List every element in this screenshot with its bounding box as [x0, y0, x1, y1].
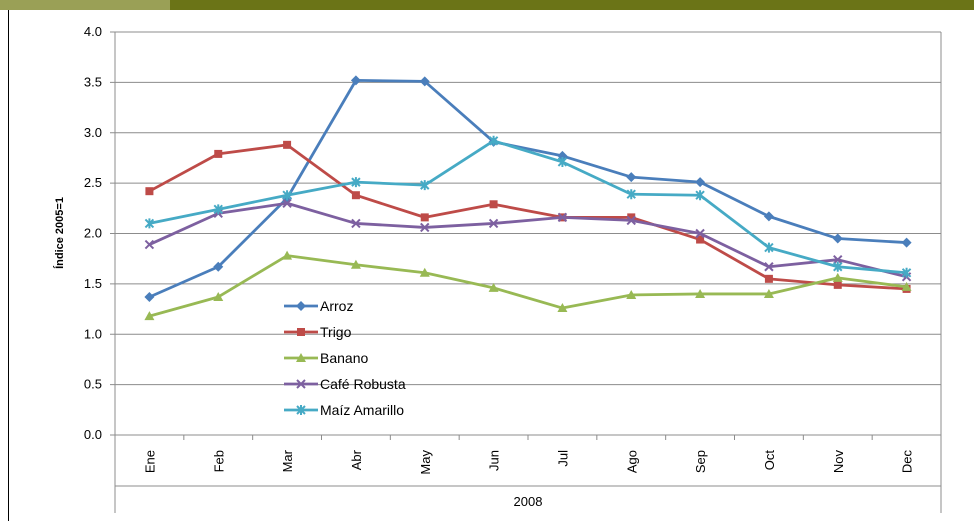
marker-square: [489, 200, 498, 209]
marker-star: [488, 135, 499, 146]
marker-star: [296, 405, 306, 415]
marker-x: [144, 239, 155, 250]
y-tick-label: 1.0: [84, 326, 102, 341]
header-bar-accent: [0, 0, 170, 10]
marker-star: [420, 180, 430, 191]
marker-diamond: [695, 177, 706, 188]
marker-x: [488, 218, 499, 229]
marker-x: [626, 215, 636, 226]
x-tick-label: Oct: [762, 450, 777, 471]
marker-star: [695, 190, 705, 201]
y-tick-label: 3.5: [84, 74, 102, 89]
marker-square: [283, 140, 292, 149]
marker-x: [557, 212, 568, 223]
legend-label: Maíz Amarillo: [320, 402, 404, 418]
axes: 0.0 0.5 1.0 1.5 2.0 2.5 3.0 3.5 4.0 Ene Feb Mar Abr M…: [84, 24, 942, 513]
x-tick-label: Nov: [831, 450, 846, 474]
x-tick-label: Mar: [280, 449, 295, 472]
marker-triangle: [419, 267, 430, 277]
marker-star: [833, 261, 843, 272]
marker-triangle: [296, 353, 306, 362]
x-axis-title: 2008: [514, 494, 543, 509]
marker-diamond: [626, 172, 637, 183]
marker-triangle: [282, 250, 293, 260]
grid-lines: [115, 31, 941, 436]
y-tick-label: 4.0: [84, 24, 102, 39]
marker-square: [420, 213, 429, 222]
series-line: [148, 143, 907, 291]
marker-diamond: [350, 75, 361, 86]
marker-triangle: [144, 311, 155, 321]
legend-label: Trigo: [320, 324, 352, 340]
marker-triangle: [557, 303, 568, 313]
y-tick-label: 2.5: [84, 175, 102, 190]
y-tick-label: 1.5: [84, 276, 102, 291]
marker-square: [145, 187, 154, 196]
y-tick-label: 0.0: [84, 427, 102, 442]
x-tick-label: Abr: [349, 449, 364, 470]
series-line: [148, 201, 907, 279]
marker-x: [764, 262, 774, 272]
marker-x: [282, 198, 292, 208]
x-tick-label: Ene: [142, 450, 157, 473]
marker-diamond: [296, 301, 306, 311]
series-line: [149, 139, 907, 275]
legend-label: Café Robusta: [320, 376, 406, 392]
marker-triangle: [626, 289, 637, 299]
y-tick-label: 3.0: [84, 125, 102, 140]
legend: Arroz Trigo Banano Café Robusta Maíz Amarill…: [284, 298, 406, 418]
marker-square: [764, 274, 773, 283]
y-tick-label: 2.0: [84, 226, 102, 241]
x-tick-label: May: [418, 450, 433, 475]
marker-triangle: [832, 272, 843, 282]
series-line: [148, 78, 907, 299]
x-tick-label: Jul: [555, 450, 570, 467]
marker-square: [214, 149, 223, 158]
left-border-line: [8, 10, 9, 521]
marker-triangle: [901, 281, 912, 291]
marker-square: [351, 191, 360, 200]
marker-star: [213, 204, 223, 215]
x-tick-label: Ago: [624, 450, 639, 473]
marker-diamond: [832, 233, 843, 244]
marker-square: [297, 328, 305, 336]
y-axis-title: Índice 2005=1: [53, 197, 66, 269]
marker-star: [351, 177, 361, 188]
x-tick-label: Sep: [693, 450, 708, 473]
marker-triangle: [763, 288, 774, 298]
x-tick-label: Jun: [487, 450, 502, 471]
marker-square: [833, 280, 842, 289]
series-lines: [144, 75, 912, 321]
marker-star: [626, 189, 636, 200]
marker-star: [144, 218, 155, 229]
x-tick-label: Dec: [900, 450, 915, 474]
marker-triangle: [695, 288, 706, 298]
series-line: [149, 254, 907, 318]
marker-x: [351, 218, 361, 229]
header-bar: [0, 0, 974, 10]
marker-diamond: [901, 237, 912, 248]
marker-diamond: [144, 291, 155, 302]
x-tick-label: Feb: [211, 450, 226, 472]
marker-x: [695, 228, 705, 239]
legend-label: Banano: [320, 350, 368, 366]
marker-diamond: [419, 76, 430, 87]
marker-triangle: [350, 259, 361, 269]
marker-x: [296, 379, 306, 389]
marker-square: [627, 213, 636, 222]
marker-triangle: [213, 291, 224, 301]
marker-star: [557, 156, 568, 167]
marker-star: [764, 242, 774, 253]
marker-triangle: [488, 282, 499, 292]
y-tick-label: 0.5: [84, 377, 102, 392]
marker-x: [833, 254, 843, 265]
marker-x: [420, 222, 430, 233]
legend-label: Arroz: [320, 298, 353, 314]
marker-diamond: [213, 261, 224, 272]
marker-diamond: [763, 211, 774, 222]
marker-square: [696, 235, 705, 244]
marker-star: [282, 190, 292, 201]
marker-star: [901, 267, 912, 278]
